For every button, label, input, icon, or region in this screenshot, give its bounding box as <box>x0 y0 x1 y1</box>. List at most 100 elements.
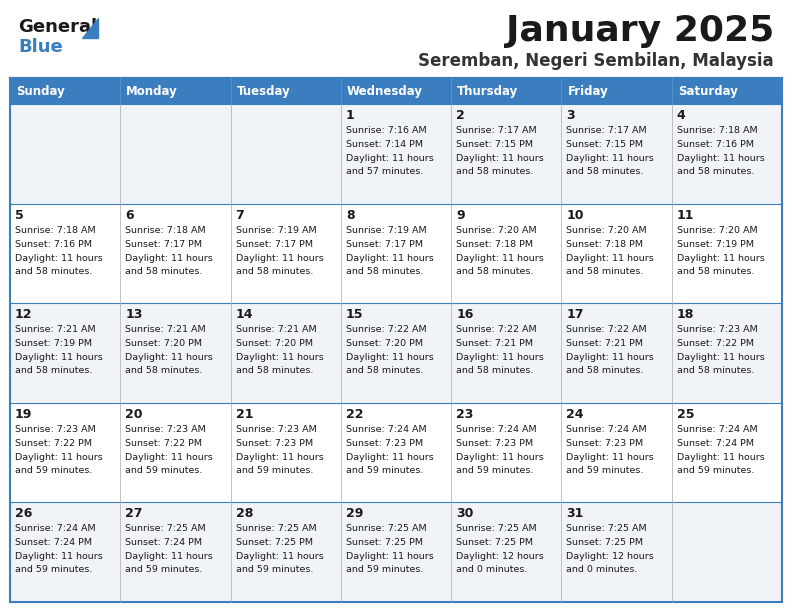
Text: Sunset: 7:24 PM: Sunset: 7:24 PM <box>15 539 92 547</box>
Text: Daylight: 11 hours: Daylight: 11 hours <box>566 154 654 163</box>
Text: Sunset: 7:15 PM: Sunset: 7:15 PM <box>566 140 643 149</box>
Text: Sunrise: 7:22 AM: Sunrise: 7:22 AM <box>456 325 537 334</box>
Text: Sunset: 7:21 PM: Sunset: 7:21 PM <box>566 339 643 348</box>
Text: and 58 minutes.: and 58 minutes. <box>346 267 423 275</box>
Text: Daylight: 11 hours: Daylight: 11 hours <box>125 353 213 362</box>
Text: Daylight: 11 hours: Daylight: 11 hours <box>125 253 213 263</box>
Text: and 59 minutes.: and 59 minutes. <box>15 565 93 575</box>
Text: Daylight: 12 hours: Daylight: 12 hours <box>566 553 654 561</box>
Text: Daylight: 11 hours: Daylight: 11 hours <box>235 553 323 561</box>
Text: Sunset: 7:25 PM: Sunset: 7:25 PM <box>456 539 533 547</box>
Text: and 0 minutes.: and 0 minutes. <box>456 565 527 575</box>
Text: 28: 28 <box>235 507 253 520</box>
Text: Monday: Monday <box>126 84 178 97</box>
Text: and 58 minutes.: and 58 minutes. <box>235 267 313 275</box>
Text: Sunset: 7:20 PM: Sunset: 7:20 PM <box>125 339 202 348</box>
Text: Sunset: 7:24 PM: Sunset: 7:24 PM <box>676 439 754 448</box>
Text: Sunset: 7:22 PM: Sunset: 7:22 PM <box>676 339 754 348</box>
Text: and 59 minutes.: and 59 minutes. <box>235 565 313 575</box>
Text: Saturday: Saturday <box>678 84 737 97</box>
Text: January 2025: January 2025 <box>506 14 774 48</box>
Text: Sunrise: 7:24 AM: Sunrise: 7:24 AM <box>566 425 647 434</box>
Text: and 58 minutes.: and 58 minutes. <box>456 366 534 375</box>
Text: Sunrise: 7:21 AM: Sunrise: 7:21 AM <box>15 325 96 334</box>
Text: Sunset: 7:21 PM: Sunset: 7:21 PM <box>456 339 533 348</box>
Text: and 58 minutes.: and 58 minutes. <box>456 167 534 176</box>
Text: and 58 minutes.: and 58 minutes. <box>566 167 644 176</box>
Text: Sunrise: 7:24 AM: Sunrise: 7:24 AM <box>456 425 537 434</box>
Text: Wednesday: Wednesday <box>347 84 423 97</box>
Text: 22: 22 <box>346 408 364 421</box>
Text: Sunset: 7:17 PM: Sunset: 7:17 PM <box>235 240 313 248</box>
Text: Sunrise: 7:24 AM: Sunrise: 7:24 AM <box>346 425 426 434</box>
Text: Sunset: 7:18 PM: Sunset: 7:18 PM <box>456 240 533 248</box>
Text: Sunrise: 7:25 AM: Sunrise: 7:25 AM <box>566 524 647 534</box>
Text: 5: 5 <box>15 209 24 222</box>
Text: and 59 minutes.: and 59 minutes. <box>456 466 534 475</box>
Text: Daylight: 11 hours: Daylight: 11 hours <box>346 553 433 561</box>
Text: Daylight: 11 hours: Daylight: 11 hours <box>676 154 764 163</box>
Text: 25: 25 <box>676 408 695 421</box>
Text: Daylight: 11 hours: Daylight: 11 hours <box>566 353 654 362</box>
Text: Daylight: 11 hours: Daylight: 11 hours <box>456 353 544 362</box>
Text: and 58 minutes.: and 58 minutes. <box>566 267 644 275</box>
Text: Sunrise: 7:18 AM: Sunrise: 7:18 AM <box>15 226 96 234</box>
Text: and 58 minutes.: and 58 minutes. <box>235 366 313 375</box>
Text: Sunset: 7:20 PM: Sunset: 7:20 PM <box>346 339 423 348</box>
Text: Daylight: 11 hours: Daylight: 11 hours <box>676 353 764 362</box>
Bar <box>10 104 782 204</box>
Text: 15: 15 <box>346 308 364 321</box>
Text: 14: 14 <box>235 308 253 321</box>
Text: Sunrise: 7:23 AM: Sunrise: 7:23 AM <box>235 425 316 434</box>
Text: Sunrise: 7:22 AM: Sunrise: 7:22 AM <box>566 325 647 334</box>
Text: and 58 minutes.: and 58 minutes. <box>15 267 93 275</box>
Text: Daylight: 11 hours: Daylight: 11 hours <box>125 453 213 462</box>
Text: 7: 7 <box>235 209 244 222</box>
Text: Sunset: 7:25 PM: Sunset: 7:25 PM <box>346 539 423 547</box>
Text: Daylight: 11 hours: Daylight: 11 hours <box>125 553 213 561</box>
Text: Sunset: 7:23 PM: Sunset: 7:23 PM <box>235 439 313 448</box>
Text: Sunset: 7:24 PM: Sunset: 7:24 PM <box>125 539 202 547</box>
Text: and 59 minutes.: and 59 minutes. <box>346 565 423 575</box>
Text: Daylight: 11 hours: Daylight: 11 hours <box>15 253 103 263</box>
Text: 6: 6 <box>125 209 134 222</box>
Text: Sunset: 7:22 PM: Sunset: 7:22 PM <box>125 439 202 448</box>
Text: Daylight: 11 hours: Daylight: 11 hours <box>676 453 764 462</box>
Bar <box>10 403 782 502</box>
Text: and 58 minutes.: and 58 minutes. <box>346 366 423 375</box>
Text: Sunrise: 7:22 AM: Sunrise: 7:22 AM <box>346 325 426 334</box>
Text: Sunrise: 7:24 AM: Sunrise: 7:24 AM <box>676 425 757 434</box>
Text: 13: 13 <box>125 308 143 321</box>
Text: and 59 minutes.: and 59 minutes. <box>346 466 423 475</box>
Text: Sunset: 7:23 PM: Sunset: 7:23 PM <box>346 439 423 448</box>
Text: Daylight: 11 hours: Daylight: 11 hours <box>235 253 323 263</box>
Text: Tuesday: Tuesday <box>237 84 291 97</box>
Text: Sunrise: 7:20 AM: Sunrise: 7:20 AM <box>676 226 757 234</box>
Text: and 59 minutes.: and 59 minutes. <box>15 466 93 475</box>
Text: Sunrise: 7:18 AM: Sunrise: 7:18 AM <box>676 126 757 135</box>
Text: Sunrise: 7:19 AM: Sunrise: 7:19 AM <box>235 226 316 234</box>
Text: Sunrise: 7:19 AM: Sunrise: 7:19 AM <box>346 226 426 234</box>
Text: Sunset: 7:25 PM: Sunset: 7:25 PM <box>235 539 313 547</box>
Text: and 57 minutes.: and 57 minutes. <box>346 167 423 176</box>
Text: 26: 26 <box>15 507 32 520</box>
Text: and 58 minutes.: and 58 minutes. <box>566 366 644 375</box>
Text: 4: 4 <box>676 109 685 122</box>
Text: 27: 27 <box>125 507 143 520</box>
Text: and 59 minutes.: and 59 minutes. <box>566 466 644 475</box>
Text: 8: 8 <box>346 209 355 222</box>
Text: Sunset: 7:16 PM: Sunset: 7:16 PM <box>15 240 92 248</box>
Text: Sunset: 7:23 PM: Sunset: 7:23 PM <box>456 439 533 448</box>
Text: 3: 3 <box>566 109 575 122</box>
Text: Sunrise: 7:25 AM: Sunrise: 7:25 AM <box>346 524 426 534</box>
Text: General: General <box>18 18 97 36</box>
Text: Sunrise: 7:18 AM: Sunrise: 7:18 AM <box>125 226 206 234</box>
Text: 17: 17 <box>566 308 584 321</box>
Text: Friday: Friday <box>567 84 608 97</box>
Text: 24: 24 <box>566 408 584 421</box>
Text: Sunday: Sunday <box>16 84 65 97</box>
Text: Daylight: 11 hours: Daylight: 11 hours <box>456 154 544 163</box>
Text: Sunrise: 7:23 AM: Sunrise: 7:23 AM <box>676 325 757 334</box>
Bar <box>10 303 782 403</box>
Text: Sunrise: 7:25 AM: Sunrise: 7:25 AM <box>456 524 537 534</box>
